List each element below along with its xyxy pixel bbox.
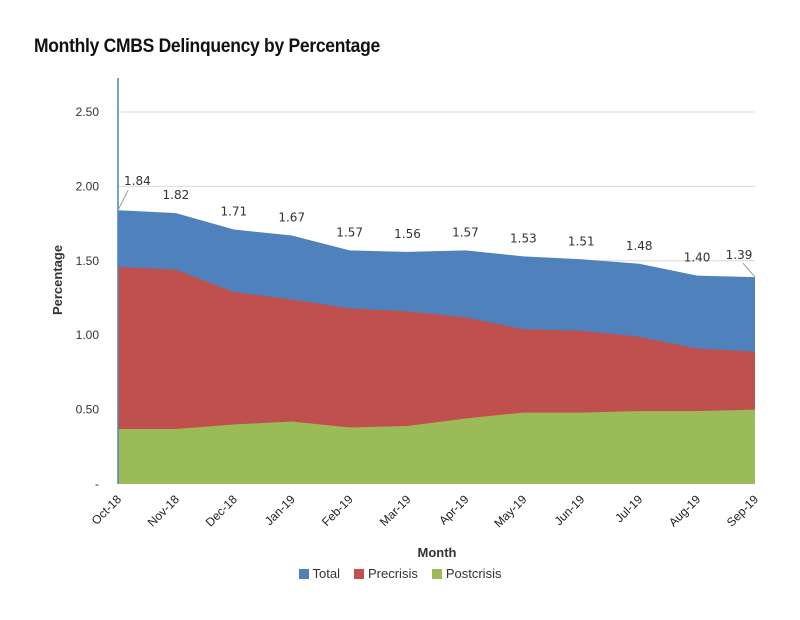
x-tick-label: May-19	[491, 492, 529, 530]
legend-label: Total	[312, 566, 340, 581]
y-axis-title: Percentage	[50, 245, 65, 315]
x-tick-label: Nov-18	[145, 492, 182, 529]
x-axis-title: Month	[418, 545, 457, 560]
data-label: 1.39	[726, 248, 753, 262]
leader-line	[117, 189, 129, 211]
x-tick-label: Oct-18	[89, 492, 125, 528]
data-label: 1.56	[394, 227, 421, 241]
x-tick-label: Sep-19	[724, 492, 761, 529]
area-postcrisis	[118, 409, 755, 484]
legend-item-total: Total	[298, 566, 340, 581]
x-tick-label: Feb-19	[319, 492, 356, 529]
x-tick-label: Dec-18	[203, 492, 240, 529]
data-label: 1.67	[278, 211, 305, 225]
data-label: 1.84	[124, 174, 151, 188]
x-tick-label: Jun-19	[552, 492, 588, 528]
y-tick-label: -	[95, 477, 99, 491]
x-tick-label: Aug-19	[666, 492, 703, 529]
chart-title: Monthly CMBS Delinquency by Percentage	[34, 36, 380, 57]
legend-label: Postcrisis	[445, 566, 502, 581]
data-label: 1.40	[684, 251, 711, 265]
legend-swatch	[298, 568, 309, 579]
leader-line	[742, 262, 756, 278]
y-tick-label: 1.50	[76, 254, 100, 268]
data-labels: 1.84 1.82 1.71 1.67 1.57 1.56 1.57 1.53 1.51 1.48…	[117, 174, 756, 278]
legend: Total Precrisis Postcrisis	[0, 566, 800, 581]
data-label: 1.53	[510, 231, 537, 245]
legend-item-postcrisis: Postcrisis	[431, 566, 502, 581]
y-tick-label: 2.50	[76, 105, 100, 119]
area-series	[118, 210, 755, 484]
data-label: 1.57	[336, 225, 363, 239]
x-tick-label: Mar-19	[377, 492, 414, 529]
legend-swatch	[354, 568, 364, 579]
x-tick-label: Apr-19	[436, 492, 472, 528]
legend-label: Precrisis	[368, 566, 418, 581]
y-tick-label: 2.00	[76, 179, 100, 193]
data-label: 1.48	[626, 239, 653, 253]
data-label: 1.82	[163, 188, 190, 202]
data-label: 1.71	[220, 205, 247, 219]
y-tick-label: 0.50	[76, 403, 100, 417]
x-tick-label: Jul-19	[612, 492, 645, 525]
legend-swatch	[431, 568, 442, 579]
legend-item-precrisis: Precrisis	[354, 566, 418, 581]
y-tick-label: 1.00	[76, 328, 100, 342]
data-label: 1.51	[568, 234, 595, 248]
x-tick-label: Jan-19	[262, 492, 298, 528]
data-label: 1.57	[452, 225, 479, 239]
